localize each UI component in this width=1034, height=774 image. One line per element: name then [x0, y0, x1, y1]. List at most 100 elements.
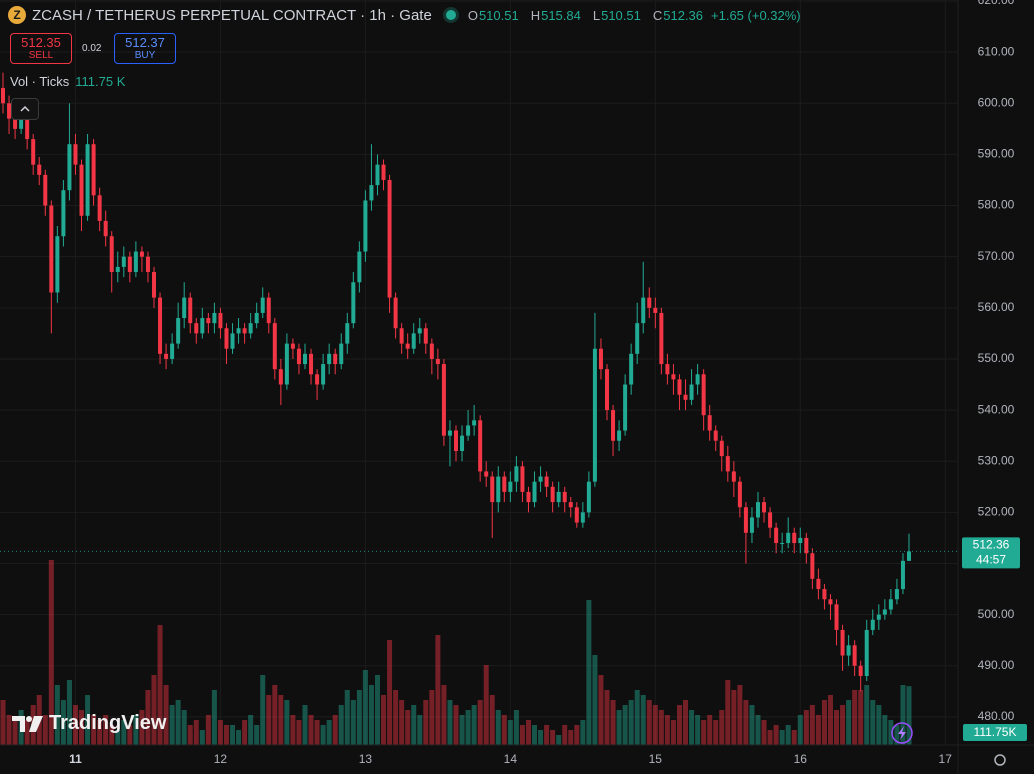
volume-bar	[906, 686, 912, 745]
candle-body	[333, 353, 338, 365]
candle-body	[538, 476, 543, 482]
volume-bar	[900, 685, 906, 745]
candle-body	[756, 502, 760, 518]
volume-bar	[338, 705, 344, 745]
volume-bar	[356, 690, 362, 745]
volume-bar	[755, 715, 761, 745]
volume-bar	[217, 720, 223, 745]
volume-bar	[864, 685, 870, 745]
ohlc-label: O	[467, 7, 478, 23]
volume-bar	[821, 700, 827, 745]
candle-body	[381, 164, 386, 180]
volume-label-box	[963, 724, 1027, 741]
volume-bar	[495, 710, 501, 745]
candle-body	[309, 353, 314, 375]
candle-body	[490, 476, 495, 503]
volume-bar	[139, 710, 145, 745]
candle-body	[218, 312, 223, 329]
volume-bar	[48, 560, 54, 745]
volume-bar	[568, 730, 574, 745]
volume-bar	[840, 705, 846, 745]
candle-body	[454, 430, 458, 451]
candle-body	[659, 312, 664, 365]
volume-bar	[489, 695, 495, 745]
last-price-box	[962, 537, 1020, 569]
volume-bar	[592, 655, 598, 745]
x-tick-label: 16	[794, 752, 808, 766]
volume-bar	[175, 700, 181, 745]
candle-body	[284, 343, 289, 385]
candle-body	[109, 236, 114, 273]
candle-body	[508, 481, 513, 492]
y-tick-label: 530.00	[978, 453, 1015, 467]
candle-body	[460, 435, 465, 451]
candle-body	[846, 645, 851, 656]
candle-body	[544, 476, 549, 487]
candle-body	[502, 476, 507, 492]
candle-body	[580, 512, 585, 523]
x-tick-label: 15	[649, 752, 663, 766]
settings-button[interactable]	[994, 754, 1006, 766]
volume-bar	[72, 705, 78, 745]
volume-bar	[362, 670, 368, 745]
volume-bar	[0, 700, 6, 745]
candle-body	[725, 456, 730, 472]
candle-body	[882, 609, 887, 615]
volume-bar	[435, 635, 441, 745]
volume-bar	[54, 685, 60, 745]
candle-body	[303, 353, 307, 365]
volume-bar	[103, 715, 109, 745]
candle-body	[635, 323, 640, 354]
volume-bar	[193, 720, 199, 745]
collapse-button[interactable]	[11, 98, 39, 120]
volume-bar	[405, 710, 411, 745]
volume-bar	[205, 715, 211, 745]
candle-body	[67, 144, 72, 191]
volume-bar	[308, 715, 314, 745]
volume-bar	[157, 625, 163, 745]
volume-bar	[471, 705, 477, 745]
candle-body	[145, 256, 150, 273]
volume-bar	[169, 705, 175, 745]
volume-bar	[320, 725, 326, 745]
sell-button[interactable]: 512.35 SELL	[10, 33, 72, 64]
candle-body	[351, 282, 356, 324]
buy-button[interactable]: 512.37 BUY	[114, 33, 176, 64]
candle-body	[121, 256, 126, 267]
volume-bar	[604, 690, 610, 745]
volume-bar	[266, 695, 272, 745]
candle-pane	[1, 72, 911, 692]
volume-bar	[187, 725, 193, 745]
logo-icon	[12, 715, 43, 732]
volume-bar	[562, 725, 568, 745]
volume-bar	[278, 695, 284, 745]
lightning-button[interactable]	[891, 722, 913, 744]
volume-bar	[525, 720, 531, 745]
candle-body	[224, 328, 229, 349]
volume-bar	[670, 720, 676, 745]
candle-body	[780, 543, 785, 545]
volume-bar	[689, 710, 695, 745]
symbol-title[interactable]: ZCASH / TETHERUS PERPETUAL CONTRACT · 1h…	[32, 6, 432, 24]
volume-bar	[121, 720, 127, 745]
ohlc-label: C	[652, 7, 663, 23]
indicator-legend: Vol · Ticks 111.75 K	[10, 74, 125, 89]
candle-body	[176, 318, 181, 344]
candle-body	[617, 430, 622, 441]
volume-bar	[387, 640, 393, 745]
candle-body	[61, 190, 66, 237]
candle-body	[671, 374, 676, 380]
candle-body	[653, 307, 658, 313]
volume-bar	[846, 700, 852, 745]
volume-bar	[580, 720, 586, 745]
volume-bar	[465, 710, 471, 745]
candle-body	[152, 272, 156, 298]
volume-bar	[628, 700, 634, 745]
candle-body	[598, 348, 603, 370]
candle-body	[369, 185, 374, 201]
candle-body	[97, 195, 102, 221]
candle-body	[230, 333, 235, 349]
volume-bar	[133, 715, 139, 745]
candle-body	[399, 328, 404, 344]
volume-bar	[767, 730, 773, 745]
